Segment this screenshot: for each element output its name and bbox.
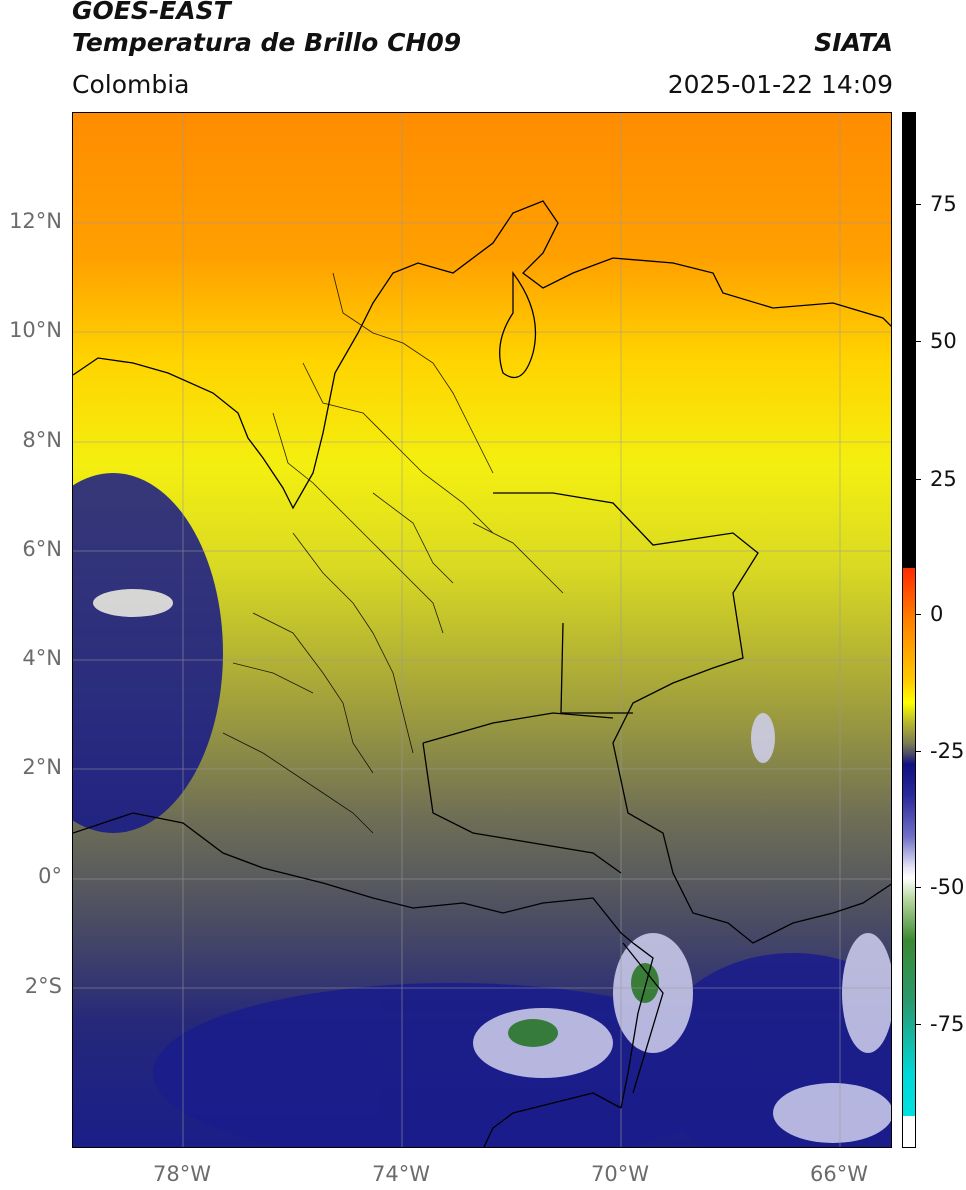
cold-cloud-core xyxy=(751,713,775,763)
lon-tick-label: 78°W xyxy=(153,1162,211,1186)
title-product: Temperatura de Brillo CH09 xyxy=(72,28,462,57)
lon-tick-label: 74°W xyxy=(372,1162,430,1186)
colorbar-tick-label: 25 xyxy=(930,467,957,491)
lat-tick-label: 2°S xyxy=(24,974,62,998)
cold-cloud-area xyxy=(73,473,223,833)
datetime-label: 2025-01-22 14:09 xyxy=(667,70,893,99)
lat-tick-label: 12°N xyxy=(9,209,62,233)
lon-tick-label: 70°W xyxy=(591,1162,649,1186)
lat-tick-label: 4°N xyxy=(22,646,62,670)
lat-tick-label: 10°N xyxy=(9,318,62,342)
cold-cloud-core xyxy=(842,933,891,1053)
lat-tick-label: 8°N xyxy=(22,428,62,452)
graticule xyxy=(73,113,891,1147)
colorbar-tick-label: 75 xyxy=(930,192,957,216)
lon-tick-label: 66°W xyxy=(810,1162,868,1186)
very-cold-core xyxy=(631,963,659,1003)
colorbar-tick-label: 50 xyxy=(930,329,957,353)
lat-tick-label: 6°N xyxy=(22,537,62,561)
country-borders xyxy=(73,200,891,1147)
satellite-map[interactable] xyxy=(72,112,892,1148)
colorbar-tick-label: -75 xyxy=(930,1012,965,1036)
title-satellite: GOES-EAST xyxy=(72,0,231,25)
colorbar-tick-label: 0 xyxy=(930,602,944,626)
department-borders xyxy=(222,272,564,834)
org-label: SIATA xyxy=(814,28,893,57)
colorbar xyxy=(902,112,916,1148)
region-label: Colombia xyxy=(72,70,190,99)
colorbar-tick-label: -25 xyxy=(930,739,965,763)
cold-cloud-core xyxy=(773,1083,891,1143)
cold-cloud-area xyxy=(153,983,753,1147)
lat-tick-label: 2°N xyxy=(22,755,62,779)
lat-tick-label: 0° xyxy=(38,864,62,888)
map-overlay xyxy=(73,113,891,1147)
very-cold-core xyxy=(508,1019,558,1047)
cold-cloud-core xyxy=(93,589,173,617)
colorbar-tick-label: -50 xyxy=(930,875,965,899)
